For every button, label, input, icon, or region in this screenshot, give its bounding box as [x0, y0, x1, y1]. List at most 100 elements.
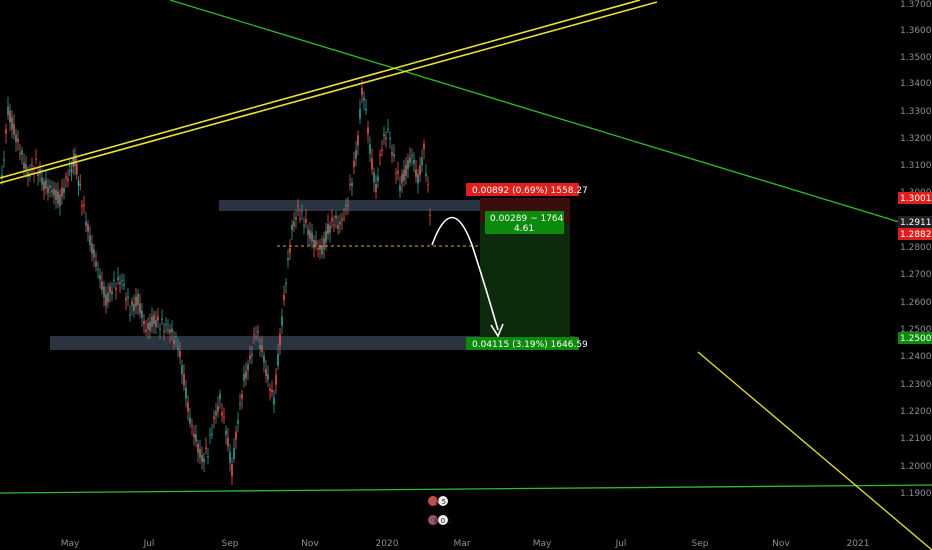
candle-body	[281, 316, 283, 326]
event-badge-bottom-text: 8 0 1	[434, 517, 452, 525]
candle-body	[403, 169, 405, 181]
projection-curve	[431, 216, 499, 331]
current-price-tag: 1.29118	[898, 216, 932, 228]
candle-body	[379, 154, 381, 156]
candle-body	[341, 218, 343, 221]
candle-body	[261, 346, 263, 352]
candle-body	[359, 109, 361, 119]
candle-body	[35, 159, 37, 161]
event-badge-bottom[interactable]: 8 0 1	[428, 515, 452, 525]
candle-body	[427, 184, 429, 186]
candle-body	[345, 204, 347, 207]
yellow-trendline-2[interactable]	[0, 1, 658, 184]
candle-body	[99, 275, 101, 280]
candle-body	[371, 158, 373, 170]
entry-label-line1: 0.00289 ~ 1764	[490, 214, 564, 224]
stop-label-text: 0.00892 (0.69%) 1558.27	[472, 186, 588, 196]
candle-body	[277, 354, 279, 366]
time-tick-label: Nov	[772, 539, 790, 549]
candle-body	[353, 160, 355, 167]
candle-body	[275, 374, 277, 385]
green-trendline-descending[interactable]	[169, 0, 932, 233]
candle-body	[279, 334, 281, 346]
candle-body	[381, 149, 383, 151]
candle-body	[153, 314, 155, 324]
candle-body	[269, 388, 271, 391]
candle-body	[125, 298, 127, 301]
candle-body	[351, 182, 353, 186]
candle-body	[349, 184, 351, 186]
price-tick-label: 1.34000	[900, 79, 932, 89]
candle-body	[223, 416, 225, 418]
candle-body	[203, 458, 205, 463]
time-tick-label: Nov	[301, 539, 319, 549]
candle-body	[25, 164, 27, 171]
event-badge-top[interactable]: 2 5	[428, 496, 448, 506]
candle-body	[385, 137, 387, 139]
candle-body	[133, 304, 135, 311]
resistance-zone[interactable]	[219, 200, 567, 211]
candle-body	[417, 174, 419, 184]
yellow-trendline-1[interactable]	[0, 0, 641, 179]
candle-body	[343, 217, 345, 219]
candle-body	[151, 316, 153, 327]
candle-body	[37, 173, 39, 176]
candle-body	[21, 150, 23, 155]
price-axis[interactable]: 1.37000 1.36000 1.35000 1.34000 1.33000 1.320…	[900, 0, 932, 499]
candle-body	[245, 371, 247, 379]
stop-label-box[interactable]: 0.00892 (0.69%) 1558.27	[466, 183, 588, 196]
candle-body	[331, 218, 333, 222]
target-label-box[interactable]: 0.04115 (3.19%) 1646.59	[466, 337, 588, 350]
green-horizontal-line[interactable]	[0, 484, 932, 494]
support-zone[interactable]	[50, 336, 575, 350]
price-tick-label: 1.23000	[900, 380, 932, 390]
time-axis[interactable]: May Jul Sep Nov 2020 Mar May Jul Sep Nov 2021	[61, 539, 870, 549]
candle-body	[253, 334, 255, 336]
target-price-text: 1.25003	[900, 334, 932, 344]
candle-body	[217, 406, 219, 412]
price-tick-label: 1.28000	[900, 243, 932, 253]
candle-body	[361, 87, 363, 95]
yellow-trendline-3[interactable]	[697, 351, 932, 550]
candle-body	[195, 434, 197, 442]
candle-body	[397, 171, 399, 174]
candle-body	[299, 218, 301, 220]
candle-body	[401, 174, 403, 183]
candle-body	[293, 221, 295, 227]
time-tick-label: Sep	[222, 539, 239, 549]
candle-body	[63, 187, 65, 193]
price-tick-label: 1.33000	[900, 107, 932, 117]
take-profit-zone[interactable]	[480, 223, 570, 343]
time-tick-label: Sep	[692, 539, 709, 549]
candle-body	[211, 433, 213, 435]
candle-body	[419, 165, 421, 175]
candle-body	[365, 109, 367, 111]
candle-body	[161, 319, 163, 321]
candle-body	[7, 106, 9, 116]
candle-body	[289, 248, 291, 253]
candle-body	[233, 448, 235, 459]
candle-body	[423, 144, 425, 150]
candle-body	[139, 303, 141, 314]
candle-body	[181, 364, 183, 375]
candle-body	[57, 191, 59, 204]
candle-body	[209, 434, 211, 436]
candle-body	[165, 324, 167, 326]
candle-body	[129, 314, 131, 316]
candle-body	[267, 374, 269, 380]
price-tick-label: 1.32000	[900, 134, 932, 144]
candle-body	[11, 117, 13, 130]
entry-label-box[interactable]: 0.00289 ~ 1764 4.61	[485, 211, 564, 234]
candle-body	[413, 160, 415, 164]
candle-body	[399, 185, 401, 191]
candle-body	[259, 344, 261, 349]
stop-price-text: 1.30010	[900, 194, 932, 204]
candle-body	[5, 129, 7, 134]
price-tick-label: 1.24000	[900, 352, 932, 362]
candle-body	[61, 187, 63, 197]
candle-body	[191, 424, 193, 426]
candle-body	[123, 284, 125, 286]
candle-body	[241, 394, 243, 399]
